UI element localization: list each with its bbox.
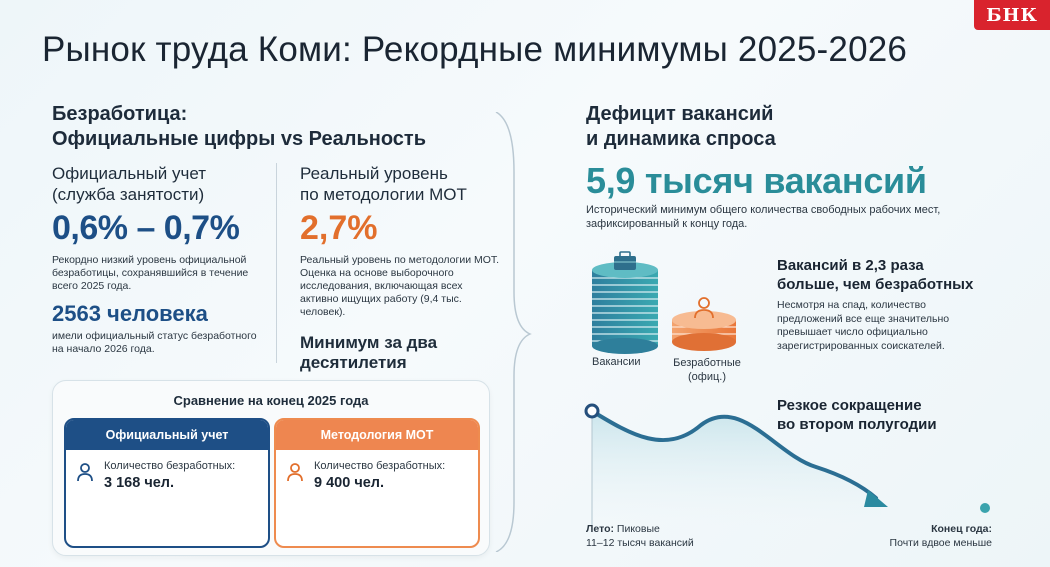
unemployment-heading-line2: Официальные цифры vs Реальность (52, 128, 426, 150)
comparison-panel: Сравнение на конец 2025 года Официальный… (52, 380, 490, 556)
person-icon (287, 463, 303, 482)
trend-end-point (980, 503, 990, 513)
comparison-title: Сравнение на конец 2025 года (173, 393, 369, 408)
official-card-body: Количество безработных: 3 168 чел. (66, 450, 268, 491)
official-rate: 0,6% – 0,7% (52, 209, 240, 247)
page-title: Рынок труда Коми: Рекордные минимумы 202… (42, 30, 908, 69)
ratio-note: Несмотря на спад, количество предложений… (777, 299, 950, 352)
brand-logo: БНК (974, 0, 1050, 30)
yearend-caption: Конец года: Почти вдвое меньше (890, 523, 992, 550)
stacks-illustration (592, 251, 736, 354)
deficit-heading-line1: Дефицит вакансий (586, 103, 774, 125)
real-rate: 2,7% (300, 209, 378, 247)
trend-arrowhead (864, 490, 888, 507)
official-count-note: имели официальный статус безработного на… (52, 330, 257, 355)
vacancies-stack-label: Вакансии (592, 356, 641, 368)
vacancies-total: 5,9 тысяч вакансий (586, 160, 927, 201)
column-separator (276, 163, 277, 363)
unemployed-stack-label-line1: Безработные (673, 357, 741, 369)
ilo-card-label: Количество безработных: (314, 460, 446, 472)
unemployed-stack-label: Безработные (офиц.) (664, 356, 750, 384)
official-card-label: Количество безработных: (104, 460, 236, 472)
decline-heading-line2: во втором полугодии (777, 416, 937, 433)
ratio-heading: Вакансий в 2,3 раза больше, чем безработ… (777, 256, 973, 294)
vacancies-note: Исторический минимум общего количества с… (586, 204, 941, 230)
person-icon (694, 297, 714, 319)
deficit-heading: Дефицит вакансий и динамика спроса (586, 102, 776, 152)
ilo-card-body: Количество безработных: 9 400 чел. (276, 450, 478, 491)
official-rate-note: Рекордно низкий уровень официальной безр… (52, 254, 249, 292)
yearend-caption-bold: Конец года: (931, 523, 992, 535)
real-minimum-line2: десятилетия (300, 353, 407, 372)
trend-line (590, 409, 878, 500)
real-column: Реальный уровень по методологии МОТ 2,7%… (300, 163, 500, 373)
summer-caption-bold: Лето: (586, 523, 614, 535)
ilo-card: Методология МОТ Количество безработных: … (274, 418, 480, 548)
official-column: Официальный учет (служба занятости) 0,6%… (52, 163, 267, 356)
trend-area (592, 411, 881, 525)
brace-divider (495, 112, 532, 552)
real-rate-note: Реальный уровень по методологии МОТ. Оце… (300, 254, 500, 318)
real-heading-line1: Реальный уровень (300, 164, 448, 183)
unemployment-heading-line1: Безработица: (52, 103, 188, 125)
ilo-card-header: Методология МОТ (276, 420, 478, 450)
person-icon (77, 463, 93, 482)
decline-trend-graphic (584, 403, 990, 525)
summer-caption-text2: 11–12 тысяч вакансий (586, 536, 694, 549)
real-minimum-line1: Минимум за два (300, 333, 438, 352)
official-heading: Официальный учет (служба занятости) (52, 163, 267, 205)
real-minimum: Минимум за два десятилетия (300, 333, 500, 373)
official-card-header: Официальный учет (66, 420, 268, 450)
ratio-heading-line2: больше, чем безработных (777, 276, 974, 293)
decline-heading-line1: Резкое сокращение (777, 397, 922, 414)
trend-start-point (584, 403, 600, 419)
unemployment-heading: Безработица: Официальные цифры vs Реальн… (52, 102, 426, 152)
briefcase-icon (614, 251, 636, 270)
real-heading-line2: по методологии МОТ (300, 185, 467, 204)
official-heading-line1: Официальный учет (52, 164, 207, 183)
summer-caption: Лето: Пиковые 11–12 тысяч вакансий (586, 523, 694, 550)
summer-caption-text: Пиковые (613, 523, 660, 535)
unemployed-stack-label-line2: (офиц.) (688, 371, 726, 383)
real-heading: Реальный уровень по методологии МОТ (300, 163, 500, 205)
yearend-caption-text: Почти вдвое меньше (889, 536, 992, 549)
deficit-heading-line2: и динамика спроса (586, 128, 776, 150)
official-card: Официальный учет Количество безработных:… (64, 418, 270, 548)
decline-heading: Резкое сокращение во втором полугодии (777, 396, 937, 434)
unemployed-stack (672, 311, 736, 351)
ilo-card-value: 9 400 чел. (314, 475, 385, 491)
official-card-value: 3 168 чел. (104, 475, 175, 491)
ratio-heading-line1: Вакансий в 2,3 раза (777, 257, 924, 274)
official-heading-line2: (служба занятости) (52, 185, 205, 204)
official-count: 2563 человека (52, 301, 208, 326)
vacancies-stack (592, 262, 658, 354)
